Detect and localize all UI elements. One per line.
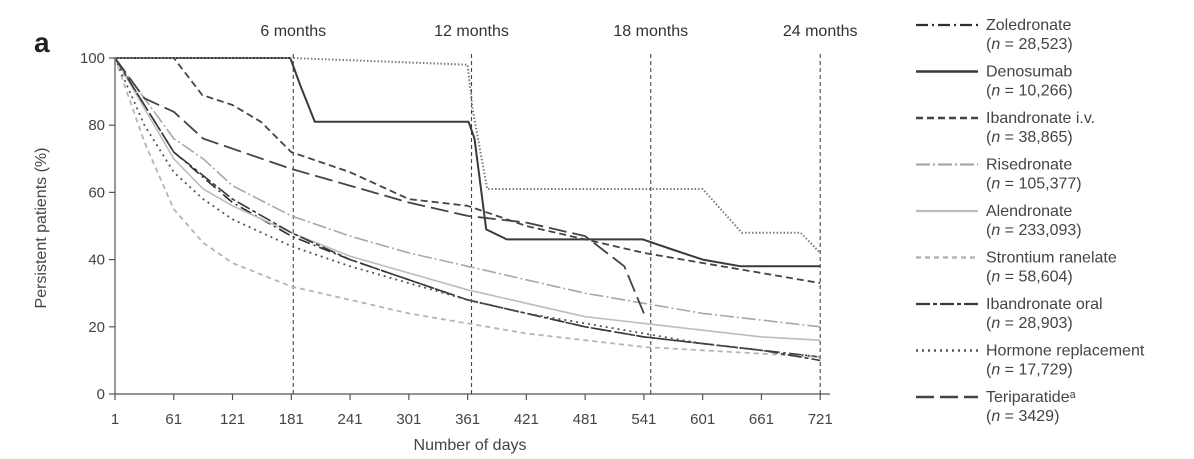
plot-area: 0 20 40 60 80 100 1 61 121 181 241 301 361 421 481 541 6… (80, 23, 858, 428)
legend-sample-size: (n = 10,266) (986, 83, 1073, 100)
y-tick-label: 80 (88, 117, 105, 134)
x-tick-label: 241 (338, 411, 363, 428)
legend-sample-size: (n = 105,377) (986, 176, 1082, 193)
reference-line-label: 24 months (783, 23, 858, 40)
reference-line-label: 18 months (613, 23, 688, 40)
legend-label: Risedronate (986, 157, 1072, 174)
series-line (114, 57, 821, 328)
legend-sample-size: (n = 3429) (986, 408, 1059, 425)
legend-sample-size: (n = 17,729) (986, 362, 1073, 379)
legend-sample-size: (n = 58,604) (986, 269, 1073, 286)
legend-label: Strontium ranelate (986, 250, 1117, 267)
series-line (115, 57, 821, 268)
y-axis-label: Persistent patients (%) (33, 148, 50, 309)
x-tick-label: 361 (455, 411, 480, 428)
series-line (114, 57, 821, 358)
legend-sample-size: (n = 38,865) (986, 129, 1073, 146)
x-tick-label: 721 (808, 411, 833, 428)
x-tick-label: 481 (573, 411, 598, 428)
x-tick-label: 181 (279, 411, 304, 428)
x-tick-label: 301 (396, 411, 421, 428)
x-axis-label: Number of days (414, 437, 527, 454)
series-line (114, 57, 821, 341)
series-line (114, 57, 821, 362)
reference-line-label: 12 months (434, 23, 509, 40)
legend-label: Zoledronate (986, 17, 1071, 34)
legend-label: Hormone replacement (986, 343, 1145, 360)
legend-label: Teriparatideᵃ (986, 389, 1077, 406)
legend-label: Ibandronate i.v. (986, 110, 1095, 127)
legend-label: Alendronate (986, 203, 1072, 220)
legend-label: Denosumab (986, 64, 1072, 81)
x-tick-label: 1 (111, 411, 119, 428)
series-line (115, 57, 821, 284)
x-tick-label: 61 (165, 411, 182, 428)
x-tick-label: 121 (220, 411, 245, 428)
legend: Zoledronate (n = 28,523) Denosumab (n = 10,… (916, 17, 1145, 425)
y-tick-label: 0 (97, 386, 105, 403)
reference-line-label: 6 months (260, 23, 326, 40)
series-line (114, 57, 821, 358)
legend-sample-size: (n = 233,093) (986, 222, 1082, 239)
x-tick-label: 421 (514, 411, 539, 428)
series-line (115, 57, 821, 254)
series-line (114, 57, 645, 314)
x-tick-label: 661 (749, 411, 774, 428)
y-tick-label: 100 (80, 50, 105, 67)
x-tick-label: 601 (690, 411, 715, 428)
y-tick-label: 20 (88, 319, 105, 336)
y-tick-label: 40 (88, 252, 105, 269)
x-tick-label: 541 (631, 411, 656, 428)
legend-sample-size: (n = 28,523) (986, 36, 1073, 53)
legend-sample-size: (n = 28,903) (986, 315, 1073, 332)
legend-label: Ibandronate oral (986, 296, 1103, 313)
y-tick-label: 60 (88, 184, 105, 201)
panel-label: a (34, 27, 50, 58)
series-line (114, 57, 821, 358)
